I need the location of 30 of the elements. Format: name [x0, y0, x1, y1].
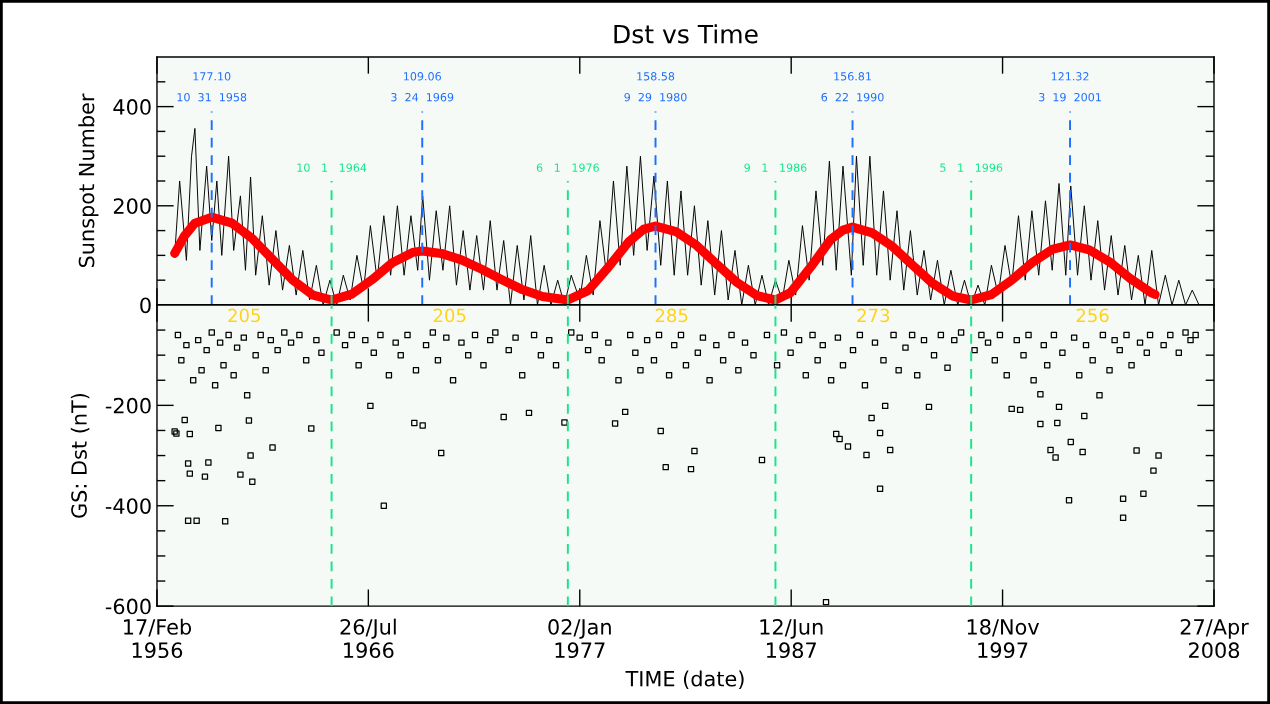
x-tick-label: 27/Apr 2008	[1180, 619, 1249, 659]
y-axis-title: GS: Dst (nT)	[70, 393, 90, 518]
x-tick-label: 26/Jul 1966	[340, 618, 396, 659]
y-axis-title: Sunspot Number	[78, 93, 99, 268]
ref-line-label: 158.58 9 29 1980	[624, 72, 687, 102]
y-tick-label: -600	[105, 598, 151, 615]
annotation: 205	[433, 308, 466, 323]
chart-title: Dst vs Time	[614, 24, 758, 44]
ref-line-label: 156.81 6 22 1990	[821, 72, 884, 102]
x-tick-label: 12/Jun 1987	[760, 619, 823, 659]
y-tick-label: 200	[113, 198, 151, 214]
ref-line-label: 9 1 1986	[744, 163, 807, 172]
y-tick-label: -400	[105, 498, 151, 514]
ref-line-label: 10 1 1964	[297, 163, 367, 172]
annotation: 285	[655, 308, 688, 323]
ref-line-label: 109.06 3 24 1969	[391, 72, 454, 102]
annotation: 205	[228, 308, 260, 323]
ref-line-label: 177.10 10 31 1958	[177, 72, 247, 102]
y-tick-label: 0	[140, 297, 151, 314]
x-tick-label: 02/Jan 1977	[548, 619, 611, 659]
y-tick-label: 400	[113, 99, 151, 115]
x-tick-label: 18/Nov 1997	[967, 619, 1040, 659]
x-axis-title: TIME (date)	[625, 670, 744, 690]
annotation: 273	[857, 308, 890, 323]
x-tick-label: 17/Feb 1956	[124, 618, 192, 659]
ref-line-label: 6 1 1976	[536, 163, 599, 172]
ref-line-label: 5 1 1996	[940, 163, 1003, 172]
y-tick-label: -200	[105, 397, 151, 414]
annotation: 256	[1076, 308, 1109, 323]
ref-line-label: 121.32 3 19 2001	[1039, 72, 1101, 102]
